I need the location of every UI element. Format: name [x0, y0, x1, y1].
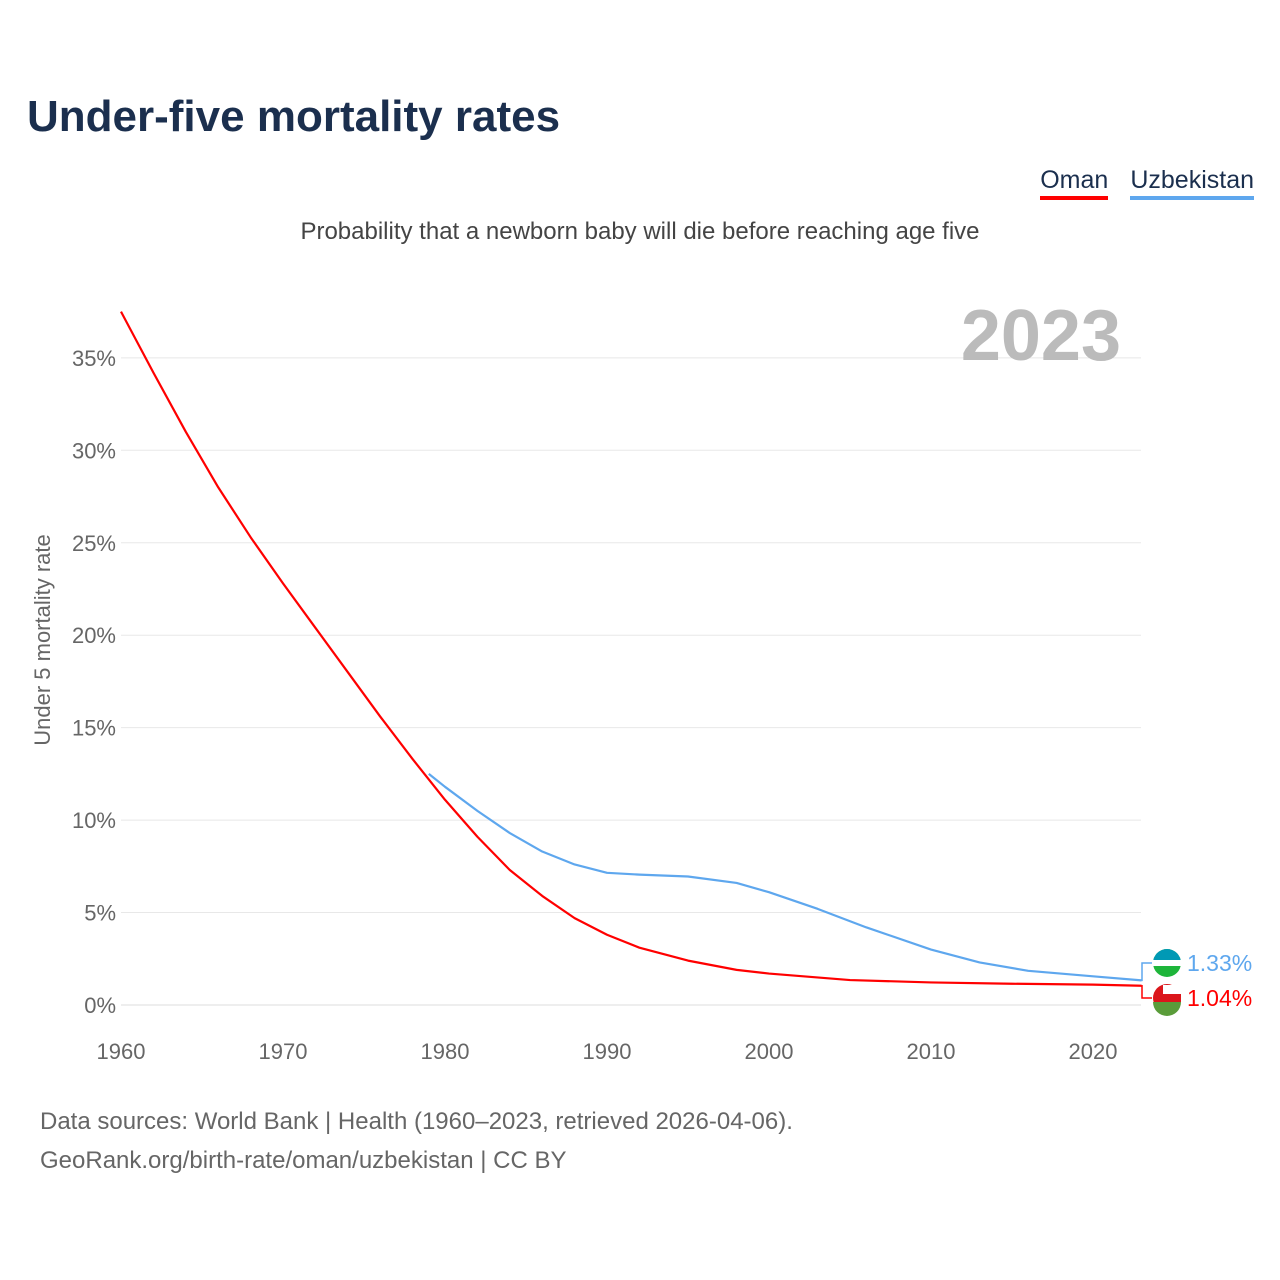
- x-tick-label: 1960: [97, 1039, 146, 1064]
- flag-stripe: [1163, 985, 1181, 994]
- flag-stripe: [1153, 960, 1181, 966]
- y-tick-label: 35%: [72, 346, 116, 371]
- y-axis-label: Under 5 mortality rate: [30, 534, 55, 746]
- y-tick-label: 10%: [72, 808, 116, 833]
- series-line-oman: [120, 311, 1142, 987]
- y-tick-label: 5%: [84, 901, 116, 926]
- flag-stripe: [1153, 949, 1181, 963]
- y-tick-label: 25%: [72, 531, 116, 556]
- y-tick-label: 15%: [72, 716, 116, 741]
- label-connector: [1141, 985, 1152, 999]
- x-tick-label: 1990: [583, 1039, 632, 1064]
- x-tick-label: 2000: [745, 1039, 794, 1064]
- legend-item-uzbekistan[interactable]: Uzbekistan: [1130, 166, 1254, 200]
- source-url[interactable]: GeoRank.org/birth-rate/oman/uzbekistan |…: [40, 1147, 567, 1174]
- legend: Oman Uzbekistan: [1040, 166, 1254, 200]
- y-tick-label: 0%: [84, 993, 116, 1018]
- flag-stripe: [1153, 1002, 1181, 1016]
- series-line-uzbekistan: [428, 773, 1142, 982]
- x-tick-label: 1980: [421, 1039, 470, 1064]
- end-value-label: 1.33%: [1187, 950, 1252, 976]
- y-tick-label: 20%: [72, 623, 116, 648]
- flag-stripe: [1163, 994, 1181, 1002]
- year-label: 2023: [961, 296, 1121, 376]
- source-text: Data sources: World Bank | Health (1960–…: [40, 1108, 793, 1135]
- chart-title: Under-five mortality rates: [27, 92, 561, 141]
- x-tick-label: 1970: [259, 1039, 308, 1064]
- y-tick-label: 30%: [72, 438, 116, 463]
- x-tick-label: 2010: [907, 1039, 956, 1064]
- x-tick-label: 2020: [1069, 1039, 1118, 1064]
- legend-item-oman[interactable]: Oman: [1040, 166, 1109, 200]
- chart-subtitle: Probability that a newborn baby will die…: [300, 218, 980, 245]
- end-value-label: 1.04%: [1187, 985, 1252, 1011]
- label-connector: [1141, 962, 1152, 982]
